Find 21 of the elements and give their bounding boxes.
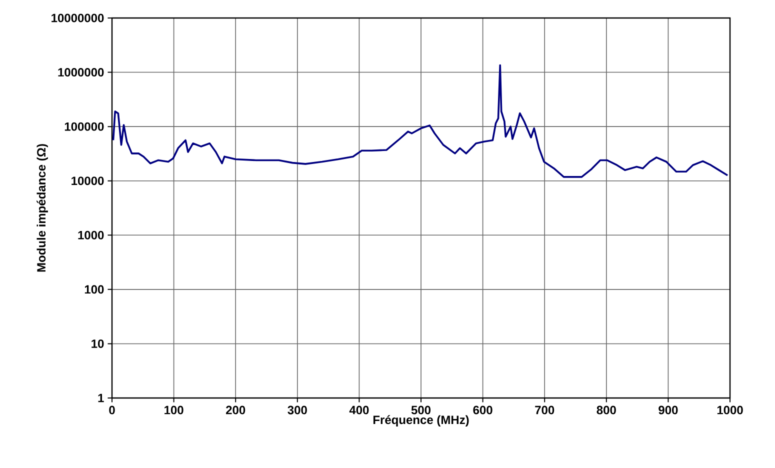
x-tick-label: 100 [164, 406, 184, 414]
x-axis-title: Fréquence (MHz) [373, 415, 469, 426]
x-tick-label: 300 [288, 406, 307, 414]
x-tick-label: 700 [535, 406, 554, 414]
y-tick-label: 1000 [78, 230, 104, 240]
x-tick-label: 800 [596, 406, 616, 414]
x-tick-label: 400 [349, 406, 369, 414]
x-tick-label: 0 [109, 406, 115, 414]
y-tick-label: 10000 [72, 176, 104, 186]
y-tick-label: 10000000 [52, 14, 104, 22]
y-tick-label: 10 [92, 339, 104, 348]
x-tick-label: 1000 [717, 406, 743, 414]
x-tick-label: 500 [411, 406, 431, 414]
x-tick-label: 600 [473, 406, 492, 414]
x-tick-label: 200 [226, 406, 246, 414]
y-axis-title: Module impédance (Ω) [36, 144, 48, 272]
y-tick-label: 1 [98, 394, 104, 402]
y-tick-label: 100000 [64, 122, 104, 131]
x-tick-label: 900 [658, 406, 678, 414]
y-tick-label: 1000000 [58, 68, 104, 77]
y-tick-label: 100 [84, 285, 104, 294]
